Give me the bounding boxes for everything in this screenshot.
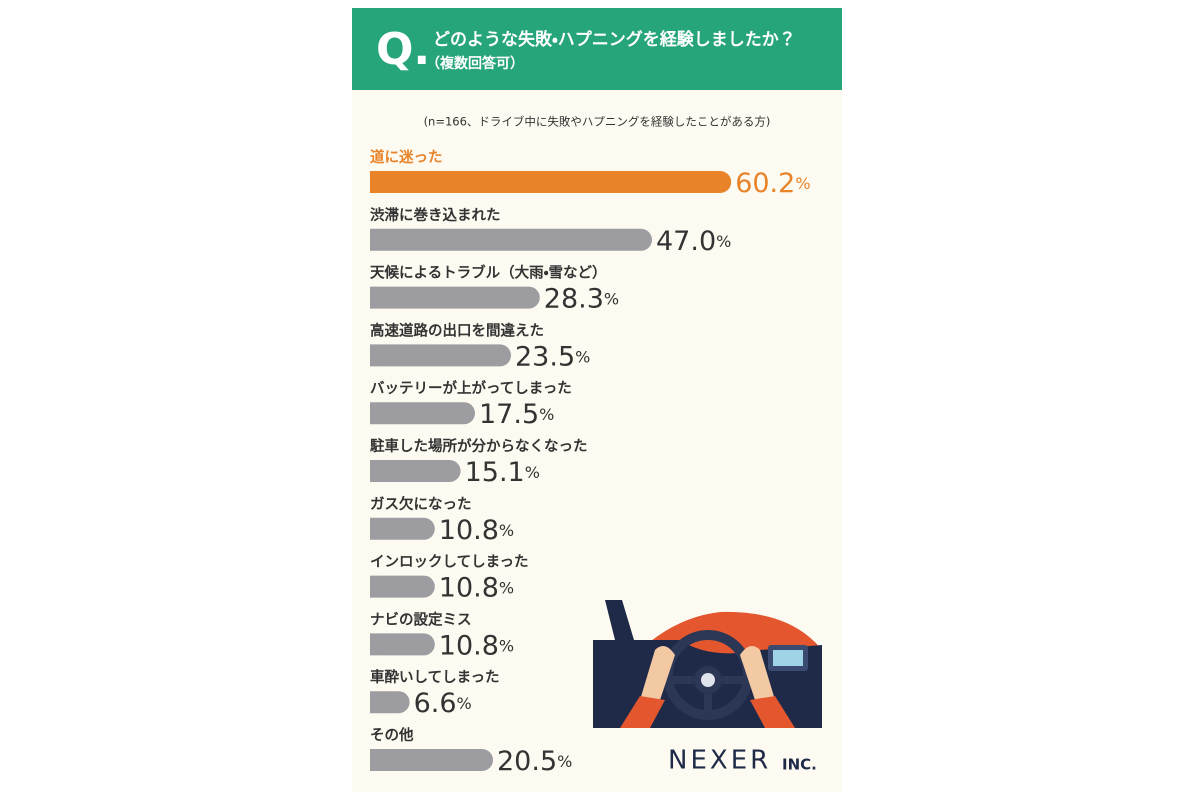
value-label: 28.3%	[544, 283, 619, 314]
value-label: 23.5%	[515, 341, 590, 372]
bar	[370, 286, 540, 309]
value-number: 20.5	[497, 746, 557, 777]
q-mark: Q.	[376, 24, 430, 75]
category-label: 渋滞に巻き込まれた	[370, 206, 501, 224]
value-unit: %	[557, 752, 572, 771]
bar	[370, 691, 410, 714]
value-unit: %	[499, 636, 514, 655]
value-number: 23.5	[515, 341, 575, 372]
subtitle: (n=166、ドライブ中に失敗やハプニングを経験したことがある方)	[424, 115, 771, 129]
value-label: 10.8%	[439, 572, 514, 603]
value-number: 15.1	[465, 457, 525, 488]
question-note: （複数回答可）	[426, 55, 524, 72]
value-label: 17.5%	[479, 399, 554, 430]
value-label: 6.6%	[414, 688, 472, 719]
category-label: ナビの設定ミス	[370, 611, 472, 628]
bar	[370, 228, 652, 251]
bar	[370, 517, 435, 540]
brand-name: NEXER	[668, 746, 771, 776]
brand-suffix: INC.	[782, 756, 817, 774]
value-unit: %	[604, 289, 619, 308]
value-label: 60.2%	[735, 168, 810, 199]
value-unit: %	[457, 694, 472, 713]
category-label: 駐車した場所が分からなくなった	[369, 437, 588, 455]
category-label: その他	[370, 726, 414, 744]
question: どのような失敗・ハプニングを経験しましたか？	[433, 29, 796, 50]
value-label: 10.8%	[439, 630, 514, 661]
value-unit: %	[716, 231, 731, 250]
value-unit: %	[499, 578, 514, 597]
bar	[370, 575, 435, 598]
value-label: 15.1%	[465, 457, 540, 488]
value-unit: %	[539, 405, 554, 424]
category-label: バッテリーが上がってしまった	[370, 379, 572, 397]
value-unit: %	[795, 174, 810, 193]
bar	[370, 633, 435, 656]
bar	[370, 171, 732, 193]
value-unit: %	[575, 347, 590, 366]
category-label: 高速道路の出口を間違えた	[370, 321, 544, 339]
value-unit: %	[499, 520, 514, 539]
value-number: 10.8	[439, 514, 499, 545]
value-label: 47.0%	[656, 225, 731, 256]
category-label: 車酔いしてしまった	[370, 668, 499, 686]
value-label: 20.5%	[497, 746, 572, 777]
category-label: インロックしてしまった	[370, 554, 528, 571]
value-number: 10.8	[439, 630, 499, 661]
bar	[370, 460, 461, 482]
header	[352, 8, 842, 90]
category-label: ガス欠になった	[370, 495, 472, 513]
value-number: 28.3	[544, 283, 604, 314]
value-unit: %	[525, 463, 540, 482]
car-illustration	[593, 598, 823, 728]
value-label: 10.8%	[439, 514, 514, 545]
value-number: 10.8	[439, 572, 499, 603]
category-label: 天候によるトラブル（大雨・雪など）	[370, 264, 607, 282]
value-number: 6.6	[414, 688, 457, 719]
value-number: 60.2	[735, 168, 795, 199]
value-number: 47.0	[656, 225, 716, 256]
category-label: 道に迷った	[370, 148, 443, 166]
bar	[370, 344, 511, 367]
value-number: 17.5	[479, 399, 539, 430]
bar	[370, 749, 493, 771]
bar	[370, 402, 476, 425]
